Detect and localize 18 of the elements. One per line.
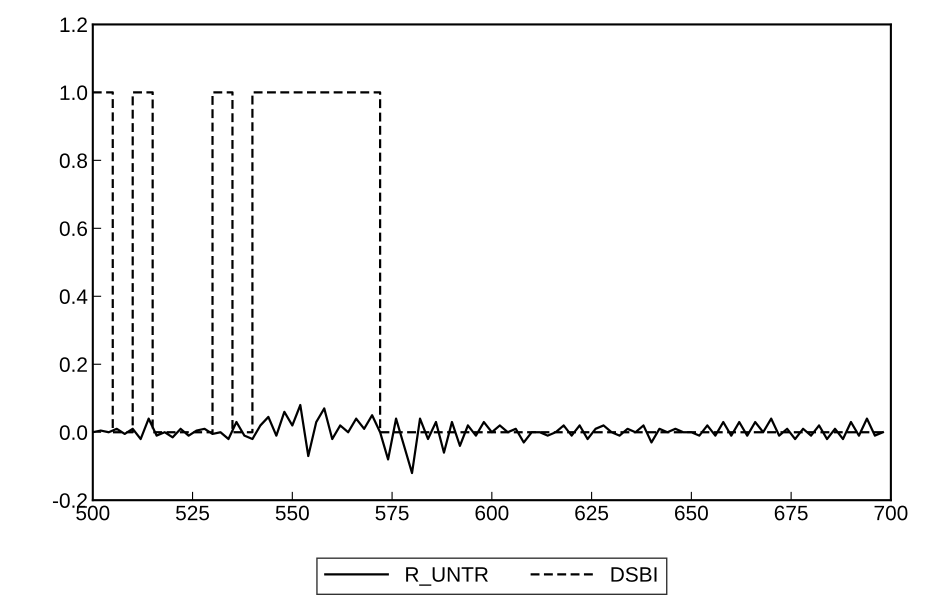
- x-tick-label: 625: [575, 506, 608, 520]
- y-tick-label: 0.4: [60, 289, 88, 304]
- x-tick-label: 700: [874, 506, 908, 520]
- y-tick-label: 0.8: [60, 153, 88, 168]
- x-tick-label: 575: [376, 506, 409, 520]
- x-tick-label: 650: [675, 506, 708, 520]
- x-tick-label: 675: [774, 506, 808, 520]
- x-tick-label: 500: [76, 506, 110, 520]
- x-tick-label: 550: [276, 506, 309, 520]
- x-tick-label: 525: [176, 506, 210, 520]
- y-tick-label: 1.2: [60, 17, 87, 32]
- legend-label: R_UNTR: [406, 567, 488, 586]
- x-tick-label: 600: [476, 506, 508, 520]
- y-tick-label: 0.6: [60, 221, 88, 236]
- y-tick-label: 0.2: [60, 357, 87, 372]
- y-tick-label: 0.0: [60, 425, 88, 440]
- legend-label: DSBI: [611, 567, 656, 582]
- y-tick-label: 1.0: [60, 85, 88, 100]
